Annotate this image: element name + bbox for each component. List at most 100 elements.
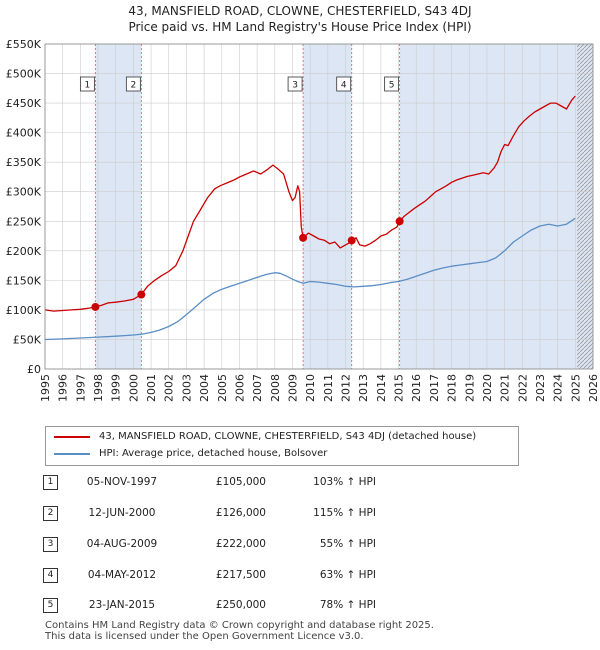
x-tick-label: 2019 [463, 374, 476, 402]
sale-point [299, 233, 308, 242]
footer-copyright: Contains HM Land Registry data © Crown c… [45, 620, 434, 631]
shaded-period [303, 44, 352, 369]
sale-date: 12-JUN-2000 [88, 507, 156, 519]
sale-price: £250,000 [215, 599, 266, 611]
sale-label-box [287, 76, 303, 92]
sale-price: £217,500 [215, 569, 266, 581]
x-tick-label: 2009 [286, 374, 299, 402]
x-tick-label: 2008 [269, 374, 282, 402]
x-tick-label: 2026 [587, 374, 600, 402]
sale-point [137, 290, 146, 299]
y-tick-label: £50K [13, 333, 42, 346]
x-tick-label: 2007 [251, 374, 264, 402]
x-tick-label: 2015 [393, 374, 406, 402]
sale-label: 4 [341, 81, 347, 91]
sale-hpi-change: 63% ↑ HPI [319, 569, 376, 581]
sale-number-badge: 3 [43, 537, 58, 552]
x-tick-label: 1997 [74, 374, 87, 402]
hpi-line [44, 217, 576, 341]
y-tick-label: £150K [6, 274, 42, 287]
y-tick-label: £0 [27, 363, 41, 376]
x-tick-label: 2017 [428, 374, 441, 402]
x-tick-label: 2003 [180, 374, 193, 402]
table-row: 3 04-AUG-2009 £222,000 55% ↑ HPI [0, 535, 600, 553]
sale-label-box [79, 76, 95, 92]
legend: 43, MANSFIELD ROAD, CLOWNE, CHESTERFIELD… [45, 426, 519, 466]
x-tick-label: 1999 [110, 374, 123, 402]
legend-label-property: 43, MANSFIELD ROAD, CLOWNE, CHESTERFIELD… [99, 431, 477, 442]
x-tick-label: 2025 [569, 374, 582, 402]
sale-hpi-change: 103% ↑ HPI [313, 476, 376, 488]
sale-hpi-change: 78% ↑ HPI [319, 599, 376, 611]
legend-label-hpi: HPI: Average price, detached house, Bols… [99, 448, 328, 459]
sale-point [347, 236, 356, 245]
sale-label: 3 [292, 81, 298, 91]
sale-label-box [336, 76, 352, 92]
sale-label-box [384, 76, 400, 92]
sale-point [395, 217, 404, 226]
shaded-period [399, 44, 593, 369]
x-tick-label: 1995 [39, 374, 52, 402]
x-tick-label: 2010 [304, 374, 317, 402]
chart-title-line2: Price paid vs. HM Land Registry's House … [128, 20, 472, 34]
sale-date: 05-NOV-1997 [86, 476, 158, 488]
x-tick-label: 2001 [145, 374, 158, 402]
x-tick-label: 2023 [534, 374, 547, 402]
sale-label: 1 [85, 81, 91, 91]
x-tick-label: 2014 [375, 374, 388, 402]
sale-date: 23-JAN-2015 [88, 599, 156, 611]
x-tick-label: 2011 [322, 374, 335, 402]
sale-hpi-change: 115% ↑ HPI [313, 507, 376, 519]
x-tick-label: 2021 [499, 374, 512, 402]
x-tick-label: 2024 [552, 374, 565, 402]
y-tick-label: £100K [6, 304, 42, 317]
y-tick-label: £200K [6, 245, 42, 258]
y-tick-label: £550K [6, 38, 42, 51]
y-tick-label: £250K [6, 215, 42, 228]
x-tick-label: 2002 [163, 374, 176, 402]
x-tick-label: 2013 [357, 374, 370, 402]
x-tick-label: 2016 [410, 374, 423, 402]
sale-number-badge: 5 [43, 598, 58, 613]
y-tick-label: £500K [6, 68, 42, 81]
chart-title-line1: 43, MANSFIELD ROAD, CLOWNE, CHESTERFIELD… [128, 4, 472, 18]
price-chart: 1 2 3 4 5 £0 £50K £100K £150K £200K £250K £300K £35… [6, 38, 600, 402]
y-tick-label: £450K [6, 97, 42, 110]
sale-date: 04-AUG-2009 [86, 538, 158, 550]
sale-number-badge: 2 [43, 506, 58, 521]
x-tick-label: 2000 [127, 374, 140, 402]
plot-frame [44, 43, 594, 370]
shaded-period [95, 44, 142, 369]
x-tick-label: 1996 [57, 374, 70, 402]
table-row: 5 23-JAN-2015 £250,000 78% ↑ HPI [0, 596, 600, 614]
x-tick-label: 2004 [198, 374, 211, 402]
legend-swatch-property [54, 436, 90, 438]
footer: Contains HM Land Registry data © Crown c… [45, 620, 434, 642]
y-tick-label: £350K [6, 156, 42, 169]
x-tick-label: 2022 [516, 374, 529, 402]
property-price-line [44, 95, 576, 312]
sale-point [91, 302, 100, 311]
table-row: 2 12-JUN-2000 £126,000 115% ↑ HPI [0, 504, 600, 522]
hatched-future-region [577, 44, 593, 369]
sale-number-badge: 4 [43, 568, 58, 583]
sale-hpi-change: 55% ↑ HPI [319, 538, 376, 550]
x-tick-label: 2018 [446, 374, 459, 402]
footer-licence: This data is licensed under the Open Gov… [45, 631, 364, 642]
sale-label: 5 [389, 81, 395, 91]
y-tick-label: £300K [6, 186, 42, 199]
sale-label-box [125, 76, 141, 92]
sale-price: £126,000 [215, 507, 266, 519]
x-tick-label: 2006 [233, 374, 246, 402]
sale-price: £222,000 [215, 538, 266, 550]
x-tick-label: 2005 [216, 374, 229, 402]
sale-price: £105,000 [215, 476, 266, 488]
x-tick-label: 1998 [92, 374, 105, 402]
x-tick-label: 2020 [481, 374, 494, 402]
sale-label: 2 [130, 81, 136, 91]
sale-number-badge: 1 [43, 475, 58, 490]
table-row: 1 05-NOV-1997 £105,000 103% ↑ HPI [0, 473, 600, 491]
table-row: 4 04-MAY-2012 £217,500 63% ↑ HPI [0, 566, 600, 584]
x-tick-label: 2012 [340, 374, 353, 402]
y-tick-label: £400K [6, 127, 42, 140]
